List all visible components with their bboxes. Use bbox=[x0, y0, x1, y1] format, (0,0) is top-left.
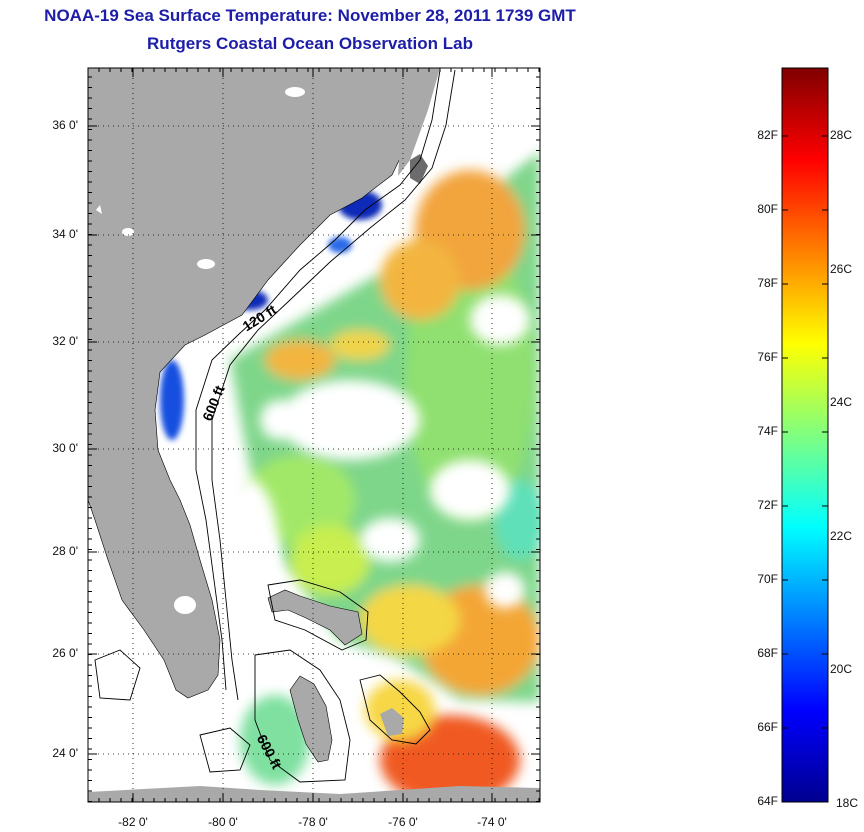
map-area bbox=[88, 68, 540, 802]
colorbar-ticks bbox=[782, 135, 828, 729]
lat-label: 28 0' bbox=[52, 544, 78, 558]
graticule bbox=[88, 68, 540, 802]
colorbar-label-c: 26C bbox=[830, 262, 853, 276]
colorbar-label-f: 64F bbox=[757, 794, 778, 808]
colorbar-gradient bbox=[781, 67, 829, 803]
lat-label: 34 0' bbox=[52, 227, 78, 241]
chart-title: NOAA-19 Sea Surface Temperature: Novembe… bbox=[44, 6, 576, 25]
colorbar-label-c: 22C bbox=[830, 529, 853, 543]
colorbar-label-f: 70F bbox=[757, 572, 778, 586]
colorbar-label-f: 66F bbox=[757, 720, 778, 734]
colorbar-label-f: 78F bbox=[757, 276, 778, 290]
colorbar-label-f: 72F bbox=[757, 498, 778, 512]
lat-label: 26 0' bbox=[52, 646, 78, 660]
lat-label: 30 0' bbox=[52, 441, 78, 455]
colorbar-label-f: 82F bbox=[757, 128, 778, 142]
lat-label: 24 0' bbox=[52, 746, 78, 760]
lon-label: -78 0' bbox=[298, 815, 328, 829]
colorbar-label-f: 76F bbox=[757, 350, 778, 364]
lat-label: 36 0' bbox=[52, 118, 78, 132]
lon-label: -76 0' bbox=[388, 815, 418, 829]
lon-label: -82 0' bbox=[118, 815, 148, 829]
lat-label: 32 0' bbox=[52, 334, 78, 348]
colorbar-label-c: 18C bbox=[836, 796, 859, 810]
sst-field bbox=[160, 68, 540, 802]
map-frame bbox=[87, 67, 541, 803]
bathymetry-contours bbox=[94, 69, 456, 783]
lon-label: -80 0' bbox=[208, 815, 238, 829]
lon-label: -74 0' bbox=[477, 815, 507, 829]
colorbar-label-c: 24C bbox=[830, 395, 853, 409]
colorbar-label-f: 68F bbox=[757, 646, 778, 660]
land-masses bbox=[88, 68, 540, 802]
map-ticks bbox=[88, 68, 540, 802]
colorbar-label-c: 28C bbox=[830, 128, 853, 142]
chart-subtitle: Rutgers Coastal Ocean Observation Lab bbox=[147, 34, 473, 53]
colorbar-label-f: 80F bbox=[757, 202, 778, 216]
colorbar-label-f: 74F bbox=[757, 424, 778, 438]
colorbar-label-c: 20C bbox=[830, 662, 853, 676]
